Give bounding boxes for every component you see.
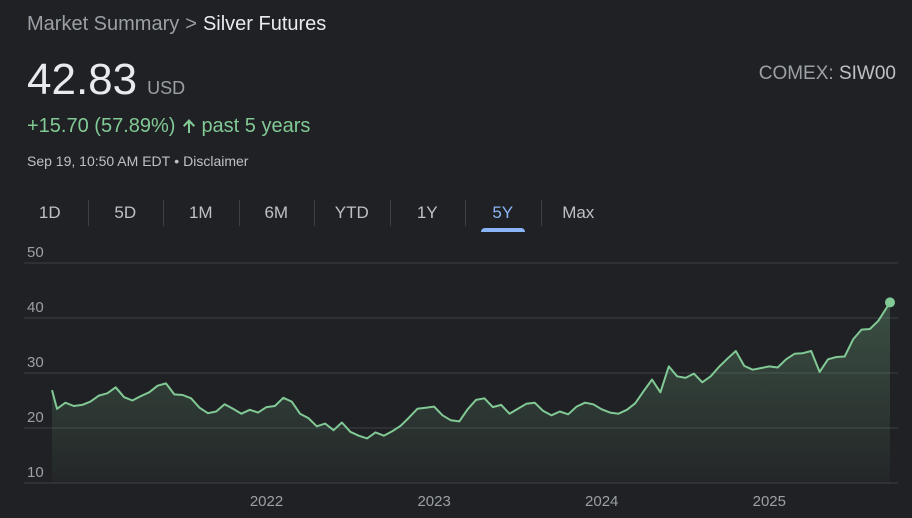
tab-5d[interactable]: 5D: [87, 196, 164, 232]
time-range-tabs: 1D 5D 1M 6M YTD 1Y 5Y Max: [12, 196, 616, 232]
chart-area-layer: [52, 302, 890, 483]
tab-1m[interactable]: 1M: [163, 196, 239, 232]
tab-6m[interactable]: 6M: [238, 196, 315, 232]
change-period: past 5 years: [201, 115, 311, 137]
y-tick-label: 50: [27, 244, 44, 261]
breadcrumb: Market Summary > Silver Futures: [27, 12, 326, 36]
disclaimer-link[interactable]: Disclaimer: [183, 153, 249, 169]
x-tick-label: 2022: [250, 493, 283, 510]
x-tick-label: 2025: [753, 493, 786, 510]
change-value: +15.70 (57.89%): [27, 115, 176, 137]
chart-line-layer: [51, 297, 895, 440]
arrow-up-icon-svg: [183, 119, 196, 133]
y-tick-label: 10: [27, 464, 44, 481]
y-tick-label: 30: [27, 354, 44, 371]
current-price: 42.83: [27, 55, 138, 104]
currency-label: USD: [147, 78, 186, 98]
y-tick-label: 40: [27, 299, 44, 316]
x-tick-label: 2024: [585, 493, 618, 510]
price-series-line: [51, 301, 891, 440]
arrow-up-icon: [181, 117, 197, 135]
page-title: Silver Futures: [202, 13, 327, 35]
price-change: +15.70 (57.89%) past 5 years: [27, 114, 310, 138]
exchange-name: COMEX:: [758, 63, 834, 84]
tab-ytd[interactable]: YTD: [314, 196, 390, 232]
tab-1d[interactable]: 1D: [38, 203, 61, 222]
tab-1y[interactable]: 1Y: [389, 196, 466, 232]
breadcrumb-parent-link[interactable]: Market Summary: [27, 13, 180, 35]
timestamp: Sep 19, 10:50 AM EDT: [27, 153, 171, 169]
price-row: 42.83 USD: [27, 56, 185, 104]
ticker-symbol: SIW00: [838, 63, 896, 84]
tab-max[interactable]: Max: [540, 196, 617, 232]
latest-price-marker: [885, 297, 895, 308]
timestamp-row: Sep 19, 10:50 AM EDT • Disclaimer: [27, 153, 248, 169]
price-area-fill: [52, 302, 890, 483]
chart-axis-labels: 50 40 30 20 10 2022 2023 2024 2025: [27, 244, 786, 510]
exchange-ticker: COMEX: SIW00: [759, 63, 896, 85]
tab-5y[interactable]: 5Y: [465, 196, 541, 232]
separator-dot: •: [174, 153, 180, 169]
y-tick-label: 20: [27, 409, 44, 426]
breadcrumb-separator: >: [185, 13, 197, 35]
price-chart[interactable]: 50 40 30 20 10 2022 2023 2024 2025: [0, 240, 912, 518]
x-tick-label: 2023: [417, 493, 450, 510]
